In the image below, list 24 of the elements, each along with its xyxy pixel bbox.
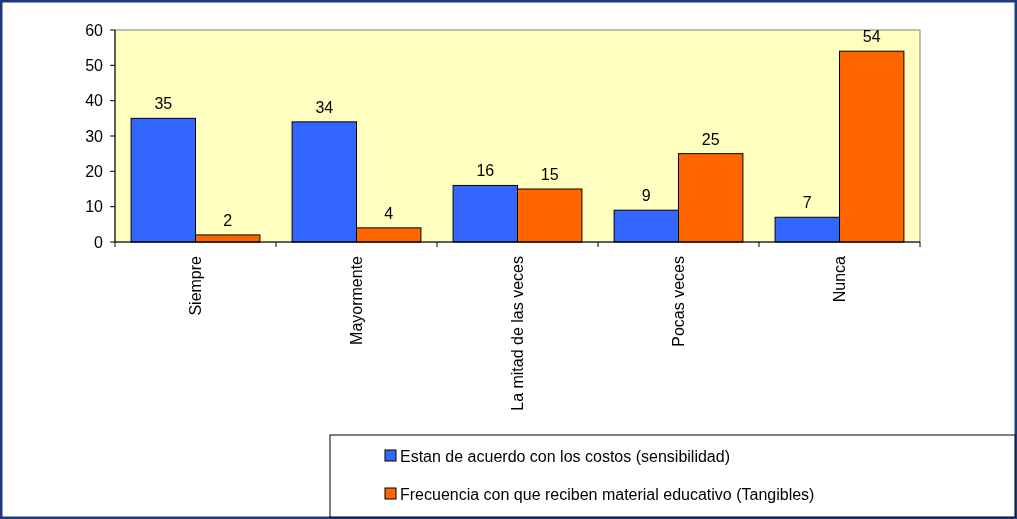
legend-label: Frecuencia con que reciben material educativo (Tangibles) [400,485,815,503]
data-label: 2 [223,211,233,229]
data-label: 34 [315,98,334,116]
legend-label: Estan de acuerdo con los costos (sensibilidad) [400,447,730,465]
x-tick-label: La mitad de las veces [508,256,526,411]
y-tick-label: 40 [85,92,104,110]
data-label: 35 [154,95,173,113]
y-tick-label: 50 [85,56,104,74]
data-label: 15 [540,166,559,183]
x-tick-label: Pocas veces [669,256,687,347]
data-label: 16 [476,162,495,180]
x-tick-label: Mayormente [347,255,365,345]
data-label: 7 [802,194,812,212]
data-label: 54 [862,28,881,46]
data-label: 25 [701,130,720,148]
y-tick-label: 60 [85,21,104,39]
y-tick-label: 10 [85,198,104,216]
y-tick-label: 20 [85,162,104,180]
y-tick-label: 30 [85,127,104,145]
x-tick-label: Nunca [830,255,848,303]
data-label: 9 [641,187,651,205]
data-label: 4 [384,204,394,222]
y-tick-label: 0 [94,233,104,251]
x-tick-label: Siempre [186,255,204,316]
